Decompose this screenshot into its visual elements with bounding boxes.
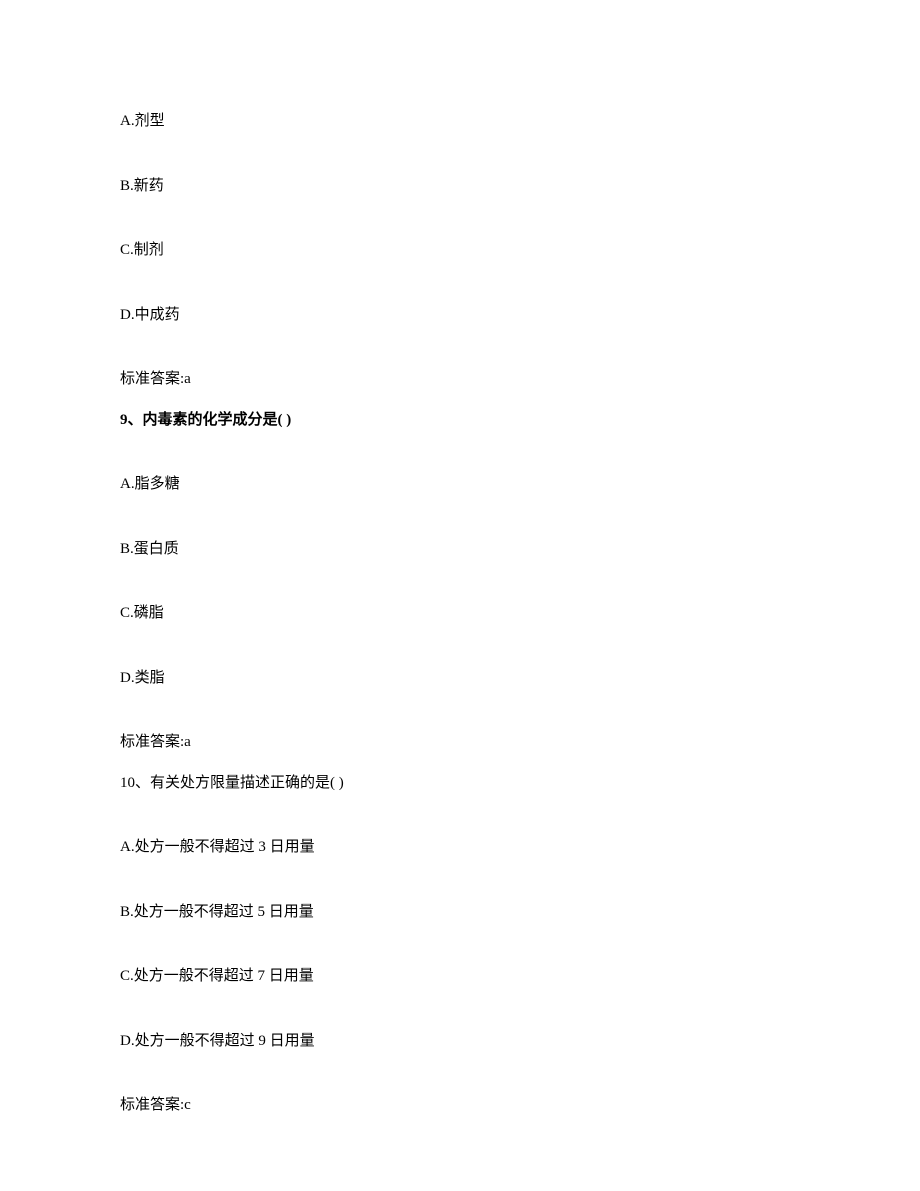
q10-option-d: D.处方一般不得超过 9 日用量 (120, 1030, 800, 1053)
q9-option-d: D.类脂 (120, 667, 800, 690)
q10-option-b: B.处方一般不得超过 5 日用量 (120, 901, 800, 924)
q8-option-b: B.新药 (120, 175, 800, 198)
q8-answer: 标准答案:a (120, 368, 800, 391)
q10-answer: 标准答案:c (120, 1094, 800, 1117)
q8-option-d: D.中成药 (120, 304, 800, 327)
q9-answer: 标准答案:a (120, 731, 800, 754)
q9-option-a: A.脂多糖 (120, 473, 800, 496)
q9-option-c: C.磷脂 (120, 602, 800, 625)
q10-option-c: C.处方一般不得超过 7 日用量 (120, 965, 800, 988)
q8-option-a: A.剂型 (120, 110, 800, 133)
q9-option-b: B.蛋白质 (120, 538, 800, 561)
q10-option-a: A.处方一般不得超过 3 日用量 (120, 836, 800, 859)
q9-stem: 9、内毒素的化学成分是( ) (120, 409, 800, 432)
q10-stem: 10、有关处方限量描述正确的是( ) (120, 772, 800, 795)
q8-option-c: C.制剂 (120, 239, 800, 262)
